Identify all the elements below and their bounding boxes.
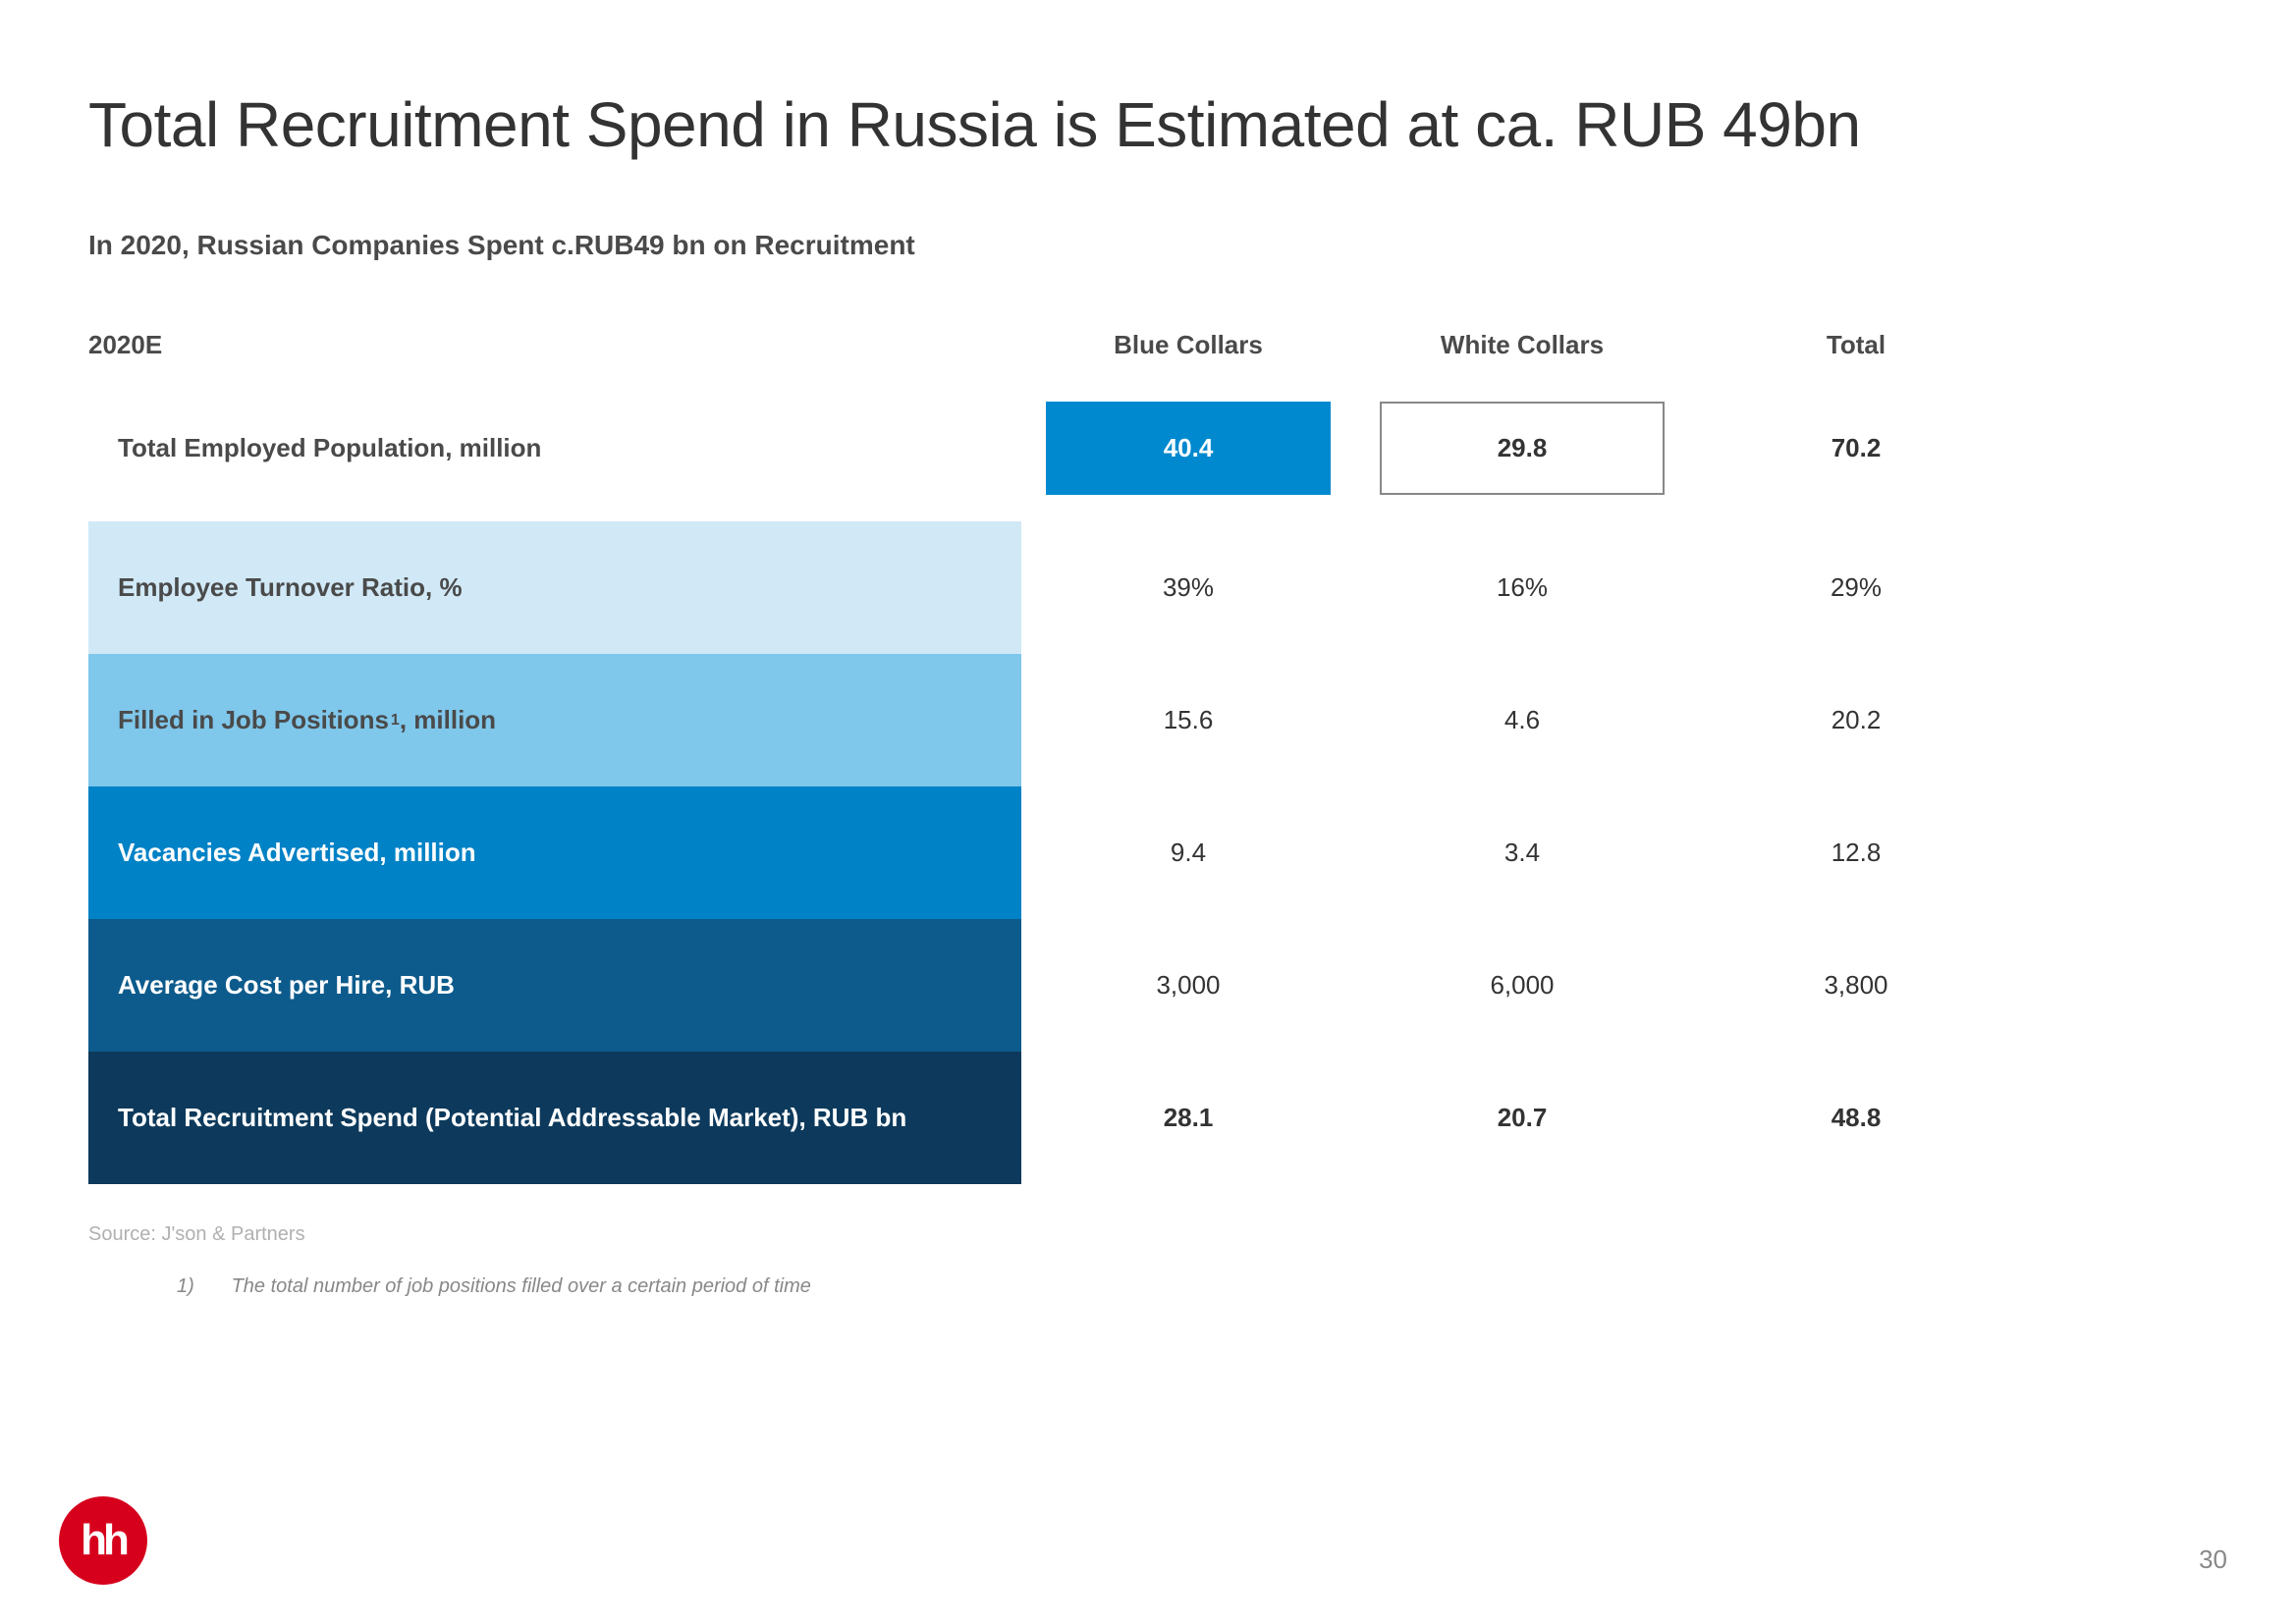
row-label: Employee Turnover Ratio, %: [88, 521, 1021, 654]
col-header: Blue Collars: [1021, 330, 1355, 360]
row-label: Vacancies Advertised, million: [88, 786, 1021, 919]
cell-value: 12.8: [1689, 838, 2023, 868]
row-label: Total Recruitment Spend (Potential Addre…: [88, 1052, 1021, 1184]
table-header-row: 2020E Blue Collars White Collars Total: [88, 315, 2208, 374]
table-row: Filled in Job Positions1, million15.64.6…: [88, 654, 2208, 786]
data-table: 2020E Blue Collars White Collars Total T…: [88, 315, 2208, 1184]
row-label: Total Employed Population, million: [88, 374, 1021, 521]
table-row: Vacancies Advertised, million9.43.412.8: [88, 786, 2208, 919]
hh-logo: hh: [59, 1496, 147, 1585]
cell-value: 28.1: [1021, 1103, 1355, 1133]
row-label: Average Cost per Hire, RUB: [88, 919, 1021, 1052]
cell-value: 3.4: [1355, 838, 1689, 868]
row-label: Filled in Job Positions1, million: [88, 654, 1021, 786]
page-number: 30: [2199, 1544, 2227, 1575]
cell-value: 6,000: [1355, 970, 1689, 1001]
footnote-text: The total number of job positions filled…: [232, 1275, 811, 1297]
footnote: 1) The total number of job positions fil…: [177, 1275, 2208, 1298]
table-row: Total Employed Population, million 40.4 29…: [88, 374, 2208, 521]
cell-value: 29.8: [1355, 402, 1689, 495]
highlight-box-white: 29.8: [1380, 402, 1665, 495]
col-header: White Collars: [1355, 330, 1689, 360]
cell-value: 4.6: [1355, 705, 1689, 735]
highlight-box-blue: 40.4: [1046, 402, 1331, 495]
table-row: Total Recruitment Spend (Potential Addre…: [88, 1052, 2208, 1184]
cell-value: 40.4: [1021, 402, 1355, 495]
subtitle: In 2020, Russian Companies Spent c.RUB49…: [88, 230, 2208, 261]
page-title: Total Recruitment Spend in Russia is Est…: [88, 88, 2208, 161]
col-header: Total: [1689, 330, 2023, 360]
source-text: Source: J'son & Partners: [88, 1223, 2208, 1246]
cell-value: 9.4: [1021, 838, 1355, 868]
corner-label: 2020E: [88, 330, 1021, 360]
cell-value: 70.2: [1689, 433, 2023, 463]
cell-value: 39%: [1021, 572, 1355, 603]
table-row: Average Cost per Hire, RUB3,0006,0003,80…: [88, 919, 2208, 1052]
cell-value: 15.6: [1021, 705, 1355, 735]
cell-value: 48.8: [1689, 1103, 2023, 1133]
cell-value: 3,800: [1689, 970, 2023, 1001]
cell-value: 29%: [1689, 572, 2023, 603]
cell-value: 16%: [1355, 572, 1689, 603]
slide: Total Recruitment Spend in Russia is Est…: [0, 0, 2296, 1624]
cell-value: 3,000: [1021, 970, 1355, 1001]
cell-value: 20.2: [1689, 705, 2023, 735]
cell-value: 20.7: [1355, 1103, 1689, 1133]
table-row: Employee Turnover Ratio, %39%16%29%: [88, 521, 2208, 654]
footnote-number: 1): [177, 1275, 226, 1298]
